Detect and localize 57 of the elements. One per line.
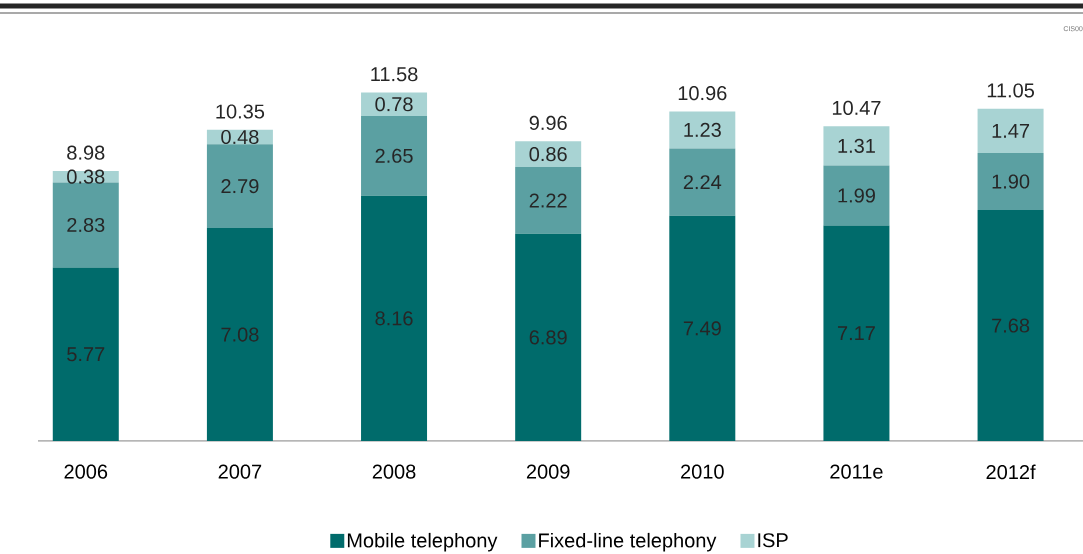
total-label: 8.98 — [67, 145, 105, 160]
x-tick-label: 2006 — [64, 464, 108, 479]
data-label: 2.24 — [683, 175, 722, 190]
bar — [669, 111, 736, 149]
data-label: 1.99 — [838, 188, 875, 203]
data-label: 0.48 — [221, 129, 259, 145]
bar — [361, 115, 428, 196]
bar — [823, 225, 890, 441]
bar — [515, 141, 582, 168]
legend-label: Fixed-line telephony — [539, 532, 717, 552]
x-tick-label: 2008 — [372, 464, 416, 479]
data-label: 7.08 — [221, 327, 259, 342]
data-label: 0.38 — [67, 169, 105, 184]
total-label: 11.05 — [987, 83, 1035, 98]
total-label: 10.35 — [216, 104, 265, 119]
data-label: 7.49 — [683, 321, 721, 336]
data-label: 2.22 — [529, 193, 567, 208]
legend-label: ISP — [758, 533, 788, 548]
data-label: 2.83 — [67, 217, 105, 233]
total-label: 9.96 — [529, 115, 567, 130]
bar — [669, 148, 736, 216]
bar — [669, 215, 736, 441]
bar — [206, 144, 273, 229]
bar — [823, 126, 890, 166]
data-label: 5.77 — [67, 347, 105, 362]
bar — [206, 228, 273, 441]
data-label: 1.31 — [838, 138, 875, 153]
data-label: 6.89 — [529, 330, 567, 345]
data-label: 8.16 — [375, 311, 413, 326]
legend-label: Mobile telephony — [347, 532, 498, 552]
x-tick-label: 2010 — [681, 464, 724, 479]
data-label: 0.78 — [375, 97, 413, 112]
bar — [52, 267, 119, 441]
data-label: 1.23 — [684, 122, 721, 137]
total-label: 10.96 — [678, 86, 727, 101]
x-tick-label: 2007 — [218, 464, 262, 479]
data-label: 2.65 — [375, 148, 413, 163]
bar — [977, 210, 1044, 441]
bar — [515, 167, 582, 234]
x-tick-label: 2012f — [986, 464, 1036, 480]
data-label: 7.17 — [837, 326, 875, 341]
x-tick-label: 2011e — [830, 464, 883, 479]
bar — [515, 233, 582, 441]
bar — [823, 165, 890, 226]
total-label: 11.58 — [371, 67, 418, 82]
data-label: 1.47 — [992, 123, 1030, 138]
x-tick-label: 2009 — [526, 464, 570, 479]
data-label: 0.86 — [529, 147, 567, 162]
bar — [977, 108, 1044, 153]
data-label: 2.79 — [221, 179, 259, 194]
bar — [361, 195, 428, 441]
data-label: 7.68 — [992, 318, 1030, 333]
bar — [52, 182, 119, 268]
bar — [361, 92, 428, 116]
data-label: 1.90 — [992, 174, 1030, 189]
total-label: 10.47 — [832, 100, 881, 115]
bar — [977, 152, 1044, 211]
